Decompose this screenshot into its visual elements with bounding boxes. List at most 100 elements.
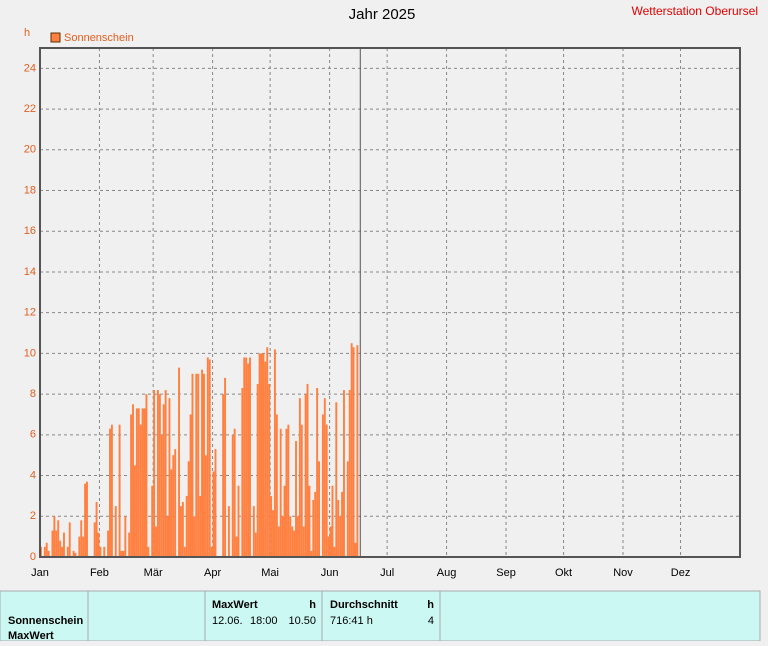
bar bbox=[287, 424, 290, 557]
bar bbox=[147, 546, 150, 557]
bar bbox=[268, 383, 271, 557]
bar bbox=[327, 536, 330, 557]
y-tick-label: 4 bbox=[30, 469, 36, 481]
bar bbox=[289, 516, 292, 557]
bar bbox=[350, 343, 353, 557]
bar bbox=[61, 546, 64, 557]
bar bbox=[252, 506, 255, 557]
x-tick-label: Jul bbox=[380, 567, 394, 579]
bar bbox=[143, 408, 146, 557]
bar bbox=[63, 532, 65, 557]
bar bbox=[245, 357, 248, 557]
bar bbox=[258, 353, 261, 557]
bar bbox=[180, 506, 182, 557]
bar bbox=[227, 506, 230, 557]
x-tick-label: Apr bbox=[204, 567, 221, 579]
bar bbox=[114, 506, 117, 557]
bar bbox=[310, 550, 313, 557]
bar bbox=[120, 550, 123, 557]
bar bbox=[191, 373, 194, 557]
bar bbox=[135, 408, 138, 557]
bar bbox=[55, 530, 58, 557]
bar bbox=[68, 522, 71, 557]
bar bbox=[247, 363, 250, 557]
bar bbox=[291, 526, 294, 557]
x-tick-label: Mai bbox=[261, 567, 279, 579]
bar bbox=[296, 516, 299, 557]
col-header: MaxWert bbox=[212, 599, 258, 611]
bar bbox=[137, 408, 140, 557]
x-tick-label: Feb bbox=[90, 567, 109, 579]
bar bbox=[59, 540, 62, 557]
bar bbox=[275, 414, 278, 557]
bar bbox=[321, 414, 324, 557]
bar bbox=[164, 390, 167, 557]
bar bbox=[266, 347, 269, 557]
bar bbox=[99, 546, 102, 557]
bar bbox=[72, 550, 75, 557]
bar bbox=[270, 495, 273, 557]
x-tick-label: Nov bbox=[613, 567, 633, 579]
bar bbox=[312, 499, 315, 557]
bar bbox=[302, 526, 305, 557]
bar bbox=[235, 536, 238, 557]
bar bbox=[356, 345, 359, 557]
bar bbox=[133, 465, 136, 557]
bar bbox=[337, 499, 340, 557]
bar bbox=[333, 546, 336, 557]
bar bbox=[162, 404, 165, 557]
y-tick-label: 18 bbox=[24, 184, 36, 196]
x-tick-label: Dez bbox=[671, 567, 691, 579]
bar bbox=[335, 402, 338, 557]
bar bbox=[298, 398, 301, 557]
bar bbox=[45, 542, 48, 557]
y-tick-label: 12 bbox=[24, 307, 36, 319]
bar bbox=[260, 353, 263, 557]
col-unit: h bbox=[309, 599, 316, 611]
bar bbox=[325, 424, 328, 557]
bar bbox=[346, 461, 349, 557]
bar bbox=[243, 357, 246, 557]
y-tick-label: 0 bbox=[30, 551, 36, 563]
bar bbox=[139, 424, 142, 557]
x-tick-label: Jun bbox=[321, 567, 339, 579]
bar bbox=[295, 440, 297, 557]
bar bbox=[93, 522, 96, 557]
cell: 4 bbox=[428, 615, 434, 627]
bar bbox=[316, 388, 319, 557]
y-tick-label: 24 bbox=[24, 62, 36, 74]
station: Wetterstation Oberursel bbox=[632, 4, 759, 18]
bar bbox=[187, 461, 190, 557]
bar bbox=[285, 428, 288, 557]
bar bbox=[153, 390, 156, 557]
bar bbox=[130, 414, 133, 557]
bar bbox=[329, 526, 332, 557]
bar bbox=[141, 408, 144, 557]
cell: 12.06. bbox=[212, 615, 243, 627]
bar bbox=[300, 424, 303, 557]
x-tick-label: Jan bbox=[31, 567, 49, 579]
y-tick-label: 14 bbox=[24, 266, 36, 278]
bar bbox=[84, 483, 87, 557]
bar bbox=[78, 536, 81, 557]
bar bbox=[206, 357, 209, 557]
bar bbox=[155, 526, 157, 557]
bar bbox=[195, 373, 198, 557]
bar bbox=[256, 383, 259, 557]
bar bbox=[343, 390, 345, 557]
bar bbox=[231, 434, 234, 557]
bar bbox=[304, 394, 307, 557]
bar bbox=[249, 357, 251, 557]
bar bbox=[203, 373, 205, 557]
y-tick-label: 6 bbox=[30, 429, 36, 441]
bar bbox=[110, 424, 113, 557]
row-label: MaxWert bbox=[8, 630, 54, 641]
bar bbox=[145, 394, 148, 557]
bar bbox=[158, 394, 161, 557]
row-label: Sonnenschein bbox=[8, 615, 83, 627]
bar bbox=[214, 449, 217, 557]
bar bbox=[348, 390, 351, 557]
x-tick-label: Mär bbox=[144, 567, 163, 579]
bar bbox=[293, 530, 296, 557]
bar bbox=[204, 455, 207, 557]
